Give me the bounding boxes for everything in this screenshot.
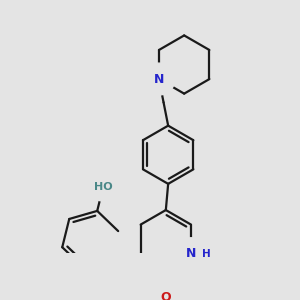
Circle shape [175,238,207,270]
Circle shape [150,281,182,300]
Text: H: H [202,249,210,259]
Text: N: N [154,73,164,85]
Text: O: O [160,291,171,300]
Circle shape [89,173,117,201]
Text: HO: HO [94,182,112,192]
Circle shape [143,63,175,95]
Text: N: N [186,247,196,260]
